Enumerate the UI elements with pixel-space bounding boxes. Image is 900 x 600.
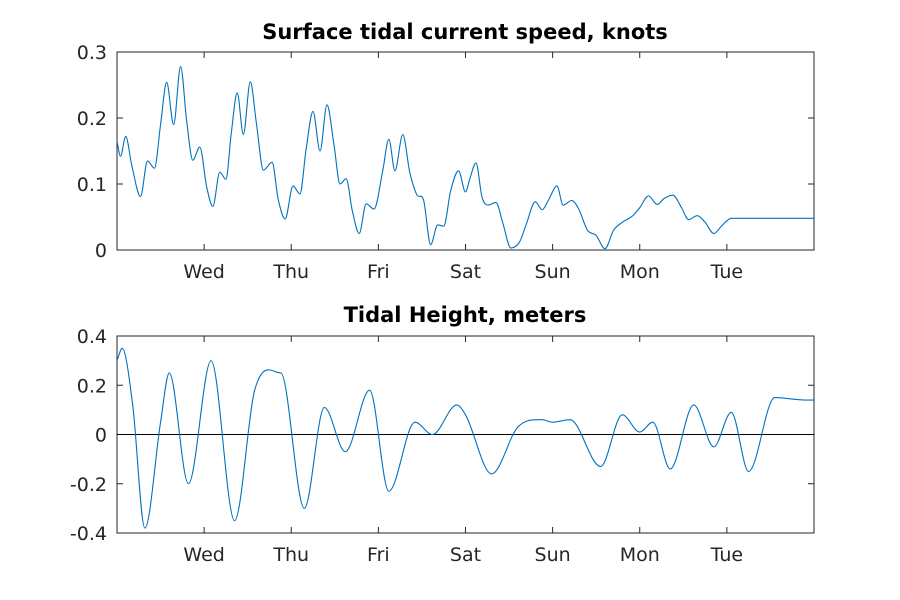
tidal-height-xtick-label: Sat [450,544,481,566]
tidal-height-plot [116,347,814,529]
current-speed-ticks: 0 0.1 0.2 0.3 Wed Thu Fri Sat Sun Mon Tue [77,42,814,283]
current-speed-xtick-label: Tue [710,261,743,283]
tidal-height-xtick-label: Tue [710,544,743,566]
current-speed-axes-box [116,51,815,251]
current-speed-ytick-label: 0.1 [77,174,107,196]
tidal-height-panel: Tidal Height, meters -0.4 -0.2 0 0.2 0.4 Wed T… [70,303,815,566]
tidal-height-xtick-label: Thu [272,544,309,566]
current-speed-title: Surface tidal current speed, knots [262,20,668,44]
tidal-height-ytick-label: -0.2 [70,474,107,496]
tidal-height-xtick-label: Wed [183,544,224,566]
current-speed-xtick-label: Fri [367,261,390,283]
tidal-height-xtick-label: Sun [535,544,571,566]
tidal-height-series-line [116,347,814,529]
current-speed-ytick-label: 0.3 [77,42,107,64]
tidal-height-ytick-label: 0.4 [77,326,107,348]
current-speed-xtick-label: Sun [535,261,571,283]
tidal-height-ytick-label: -0.4 [70,523,107,545]
current-speed-series-line [116,65,814,250]
current-speed-xtick-label: Mon [620,261,660,283]
current-speed-plot [116,65,814,250]
tidal-height-ytick-label: 0.2 [77,375,107,397]
current-speed-xtick-label: Thu [272,261,309,283]
current-speed-xtick-label: Sat [450,261,481,283]
current-speed-ytick-label: 0 [95,240,107,262]
current-speed-panel: Surface tidal current speed, knots 00.10… [77,20,815,283]
tidal-height-ytick-label: 0 [95,425,107,447]
current-speed-xtick-label: Wed [183,261,224,283]
tidal-height-ticks: -0.4 -0.2 0 0.2 0.4 Wed Thu Fri Sat Sun Mon Tue [70,326,814,566]
tidal-height-xtick-label: Fri [367,544,390,566]
tidal-height-xtick-label: Mon [620,544,660,566]
current-speed-ytick-label: 0.2 [77,108,107,130]
tidal-height-title: Tidal Height, meters [344,303,587,327]
